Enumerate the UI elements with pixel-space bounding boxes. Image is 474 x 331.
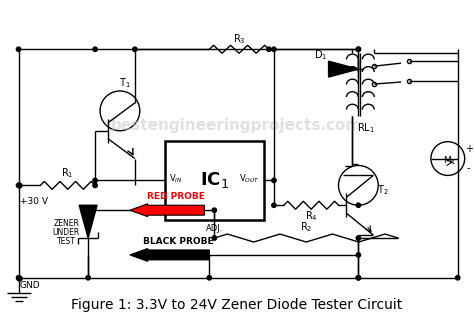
Polygon shape xyxy=(79,205,97,238)
Circle shape xyxy=(17,183,21,188)
Circle shape xyxy=(212,208,217,213)
Text: R$_1$: R$_1$ xyxy=(61,166,73,180)
Text: ADJ.: ADJ. xyxy=(206,224,223,233)
Text: R$_2$: R$_2$ xyxy=(300,220,312,234)
Circle shape xyxy=(272,178,276,183)
FancyArrow shape xyxy=(130,249,210,261)
Circle shape xyxy=(356,253,361,257)
Text: T$_1$: T$_1$ xyxy=(119,76,131,90)
Text: BLACK PROBE: BLACK PROBE xyxy=(143,237,214,246)
Text: M$_1$: M$_1$ xyxy=(443,154,456,167)
Text: RED PROBE: RED PROBE xyxy=(147,192,205,201)
Text: -: - xyxy=(467,164,470,173)
Text: V$_{OUT}$: V$_{OUT}$ xyxy=(239,172,260,185)
Circle shape xyxy=(272,47,276,51)
Circle shape xyxy=(356,47,361,51)
Circle shape xyxy=(456,276,460,280)
Circle shape xyxy=(356,236,361,240)
Text: +30 V: +30 V xyxy=(19,197,47,206)
Text: R$_3$: R$_3$ xyxy=(233,32,246,46)
Polygon shape xyxy=(328,61,358,77)
Circle shape xyxy=(356,47,361,51)
Circle shape xyxy=(133,47,137,51)
Circle shape xyxy=(356,276,361,280)
Text: +: + xyxy=(465,144,473,154)
Text: T$_2$: T$_2$ xyxy=(377,183,389,197)
Text: IC$_1$: IC$_1$ xyxy=(200,170,229,190)
Circle shape xyxy=(207,276,211,280)
Text: D$_1$: D$_1$ xyxy=(314,48,327,62)
Text: UNDER: UNDER xyxy=(53,228,80,237)
Circle shape xyxy=(17,47,21,51)
Circle shape xyxy=(356,276,361,280)
Circle shape xyxy=(17,276,21,280)
Text: bestengineeringprojects.com: bestengineeringprojects.com xyxy=(110,118,362,133)
Text: R$_4$: R$_4$ xyxy=(305,209,318,223)
Circle shape xyxy=(267,47,271,51)
Text: GND: GND xyxy=(19,281,40,290)
Bar xyxy=(164,141,264,220)
Text: TEST: TEST xyxy=(57,237,76,246)
Circle shape xyxy=(86,276,91,280)
Circle shape xyxy=(93,178,97,183)
Text: Figure 1: 3.3V to 24V Zener Diode Tester Circuit: Figure 1: 3.3V to 24V Zener Diode Tester… xyxy=(71,298,402,311)
Circle shape xyxy=(272,203,276,208)
Text: V$_{IN}$: V$_{IN}$ xyxy=(169,172,182,185)
Text: ZENER: ZENER xyxy=(54,218,79,228)
FancyArrow shape xyxy=(130,204,204,217)
Circle shape xyxy=(356,203,361,208)
Circle shape xyxy=(93,183,97,188)
Circle shape xyxy=(212,236,217,240)
Circle shape xyxy=(93,47,97,51)
Text: RL$_1$: RL$_1$ xyxy=(357,121,375,135)
